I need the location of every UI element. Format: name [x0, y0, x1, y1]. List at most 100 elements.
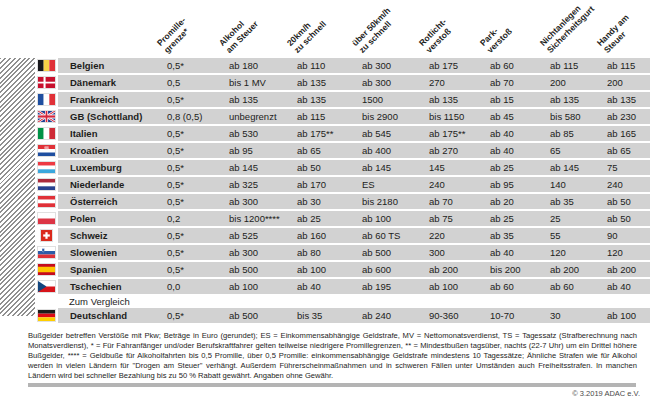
cell-handy-am-steuer: ab 115	[601, 60, 650, 71]
cell-sicherheitsgurt: ab 115	[544, 60, 601, 71]
cell-handy-am-steuer: 240	[601, 179, 650, 190]
hazard-stripes-decoration	[0, 58, 35, 316]
cell-alkohol-am-steuer: bis 1 MV	[223, 77, 291, 88]
cell-parkverstoss: 10-70	[484, 310, 544, 321]
footer-divider	[28, 383, 636, 387]
country-name: Deutschland	[58, 310, 161, 321]
cell-alkohol-am-steuer: unbegrenzt	[223, 111, 291, 122]
cell-ueber-50kmh-zu-schnell: bis 2180	[356, 196, 423, 207]
cell-promillegrenze: 0,5*	[161, 310, 223, 321]
flag-de-icon	[38, 310, 55, 321]
table-row: Frankreich0,5*ab 135ab 1351500ab 135ab 1…	[38, 92, 650, 107]
table-row: Polen0,2bis 1200****ab 25ab 100ab 75ab 2…	[38, 211, 650, 226]
cell-alkohol-am-steuer: ab 300	[223, 196, 291, 207]
country-name: Polen	[58, 213, 161, 224]
column-header-20kmh-zu-schnell: 20km/hzu schnell	[286, 13, 328, 55]
cell-parkverstoss: ab 95	[484, 179, 544, 190]
cell-parkverstoss: ab 70	[484, 77, 544, 88]
column-header-handy-am-steuer: Handy amSteuer	[596, 13, 638, 55]
cell-sicherheitsgurt: 65	[544, 145, 601, 156]
flag-at-icon	[38, 196, 55, 207]
flag-fr-icon	[38, 94, 55, 105]
flag-it-icon	[38, 128, 55, 139]
flag-dk-icon	[38, 77, 55, 88]
flag-si-icon	[38, 247, 55, 258]
country-name: Schweiz	[58, 230, 161, 241]
cell-rotlichtverstoss: 300	[423, 247, 484, 258]
cell-parkverstoss: bis 200	[484, 264, 544, 275]
flag-es-icon	[38, 264, 55, 275]
cell-promillegrenze: 0,5*	[161, 162, 223, 173]
cell-parkverstoss: ab 25	[484, 162, 544, 173]
cell-promillegrenze: 0,5*	[161, 94, 223, 105]
table-row: Belgien0,5*ab 180ab 110ab 300ab 175ab 60…	[38, 58, 650, 73]
cell-sicherheitsgurt: 25	[544, 213, 601, 224]
cell-handy-am-steuer: ab 135	[601, 94, 650, 105]
cell-rotlichtverstoss: ab 200	[423, 264, 484, 275]
cell-promillegrenze: 0,5*	[161, 60, 223, 71]
cell-sicherheitsgurt: ab 60	[544, 281, 601, 292]
flag-gb-icon	[38, 111, 55, 122]
flag-ch-icon	[38, 230, 55, 241]
cell-20kmh-zu-schnell: ab 170	[291, 179, 356, 190]
table-row: Spanien0,5*ab 500ab 100ab 600ab 200bis 2…	[38, 262, 650, 277]
table-row: Schweiz0,5*ab 525ab 160ab 60 TS220ab 355…	[38, 228, 650, 243]
country-name: Österreich	[58, 196, 161, 207]
cell-ueber-50kmh-zu-schnell: ab 100	[356, 213, 423, 224]
cell-handy-am-steuer: ab 50	[601, 213, 650, 224]
cell-parkverstoss: ab 25	[484, 213, 544, 224]
flag-pl-icon	[38, 213, 55, 224]
cell-20kmh-zu-schnell: ab 160	[291, 230, 356, 241]
cell-20kmh-zu-schnell: ab 135	[291, 94, 356, 105]
country-name: Spanien	[58, 264, 161, 275]
cell-20kmh-zu-schnell: ab 135	[291, 77, 356, 88]
cell-20kmh-zu-schnell: ab 50	[291, 162, 356, 173]
table-row: Niederlande0,5*ab 325ab 170ES240ab 95140…	[38, 177, 650, 192]
flag-hr-icon	[38, 145, 55, 156]
cell-20kmh-zu-schnell: ab 65	[291, 145, 356, 156]
cell-20kmh-zu-schnell: ab 80	[291, 247, 356, 258]
cell-sicherheitsgurt: 200	[544, 77, 601, 88]
cell-handy-am-steuer: ab 50	[601, 196, 650, 207]
cell-alkohol-am-steuer: ab 530	[223, 128, 291, 139]
cell-rotlichtverstoss: ab 175	[423, 60, 484, 71]
cell-handy-am-steuer: 120	[601, 247, 650, 258]
cell-rotlichtverstoss: ab 75	[423, 213, 484, 224]
cell-20kmh-zu-schnell: ab 25	[291, 213, 356, 224]
cell-ueber-50kmh-zu-schnell: ab 400	[356, 145, 423, 156]
cell-20kmh-zu-schnell: ab 175**	[291, 128, 356, 139]
column-header-ueber-50kmh-zu-schnell: über 50km/hzu schnell	[351, 6, 400, 55]
table-row: Luxemburg0,5*ab 145ab 50ab 145145ab 25ab…	[38, 160, 650, 175]
cell-promillegrenze: 0,5*	[161, 128, 223, 139]
column-header-rotlichtverstoss: Rotlicht-verstoß	[418, 17, 456, 55]
cell-ueber-50kmh-zu-schnell: 1500	[356, 94, 423, 105]
cell-sicherheitsgurt: ab 85	[544, 128, 601, 139]
cell-alkohol-am-steuer: ab 325	[223, 179, 291, 190]
cell-sicherheitsgurt: ab 135	[544, 94, 601, 105]
column-header-sicherheitsgurt: NichtanlegenSicherheitsgurt	[539, 0, 597, 55]
cell-promillegrenze: 0,8 (0,5)	[161, 111, 223, 122]
country-name: Slowenien	[58, 247, 161, 258]
cell-parkverstoss: ab 40	[484, 128, 544, 139]
cell-promillegrenze: 0,0	[161, 281, 223, 292]
cell-alkohol-am-steuer: ab 145	[223, 162, 291, 173]
cell-promillegrenze: 0,5*	[161, 179, 223, 190]
cell-parkverstoss: ab 40	[484, 145, 544, 156]
cell-alkohol-am-steuer: ab 500	[223, 264, 291, 275]
cell-rotlichtverstoss: ab 135	[423, 94, 484, 105]
cell-rotlichtverstoss: 240	[423, 179, 484, 190]
cell-handy-am-steuer: ab 165	[601, 128, 650, 139]
cell-20kmh-zu-schnell: ab 110	[291, 60, 356, 71]
cell-rotlichtverstoss: 145	[423, 162, 484, 173]
cell-sicherheitsgurt: ab 35	[544, 196, 601, 207]
column-header-promillegrenze: Promille-grenze*	[156, 16, 195, 55]
cell-handy-am-steuer: 75	[601, 162, 650, 173]
cell-promillegrenze: 0,5*	[161, 264, 223, 275]
cell-rotlichtverstoss: 90-360	[423, 310, 484, 321]
cell-parkverstoss: ab 15	[484, 94, 544, 105]
cell-alkohol-am-steuer: bis 1200****	[223, 213, 291, 224]
cell-sicherheitsgurt: bis 580	[544, 111, 601, 122]
cell-handy-am-steuer: 200	[601, 77, 650, 88]
table-row: GB (Schottland)0,8 (0,5)unbegrenztab 115…	[38, 109, 650, 124]
country-name: Italien	[58, 128, 161, 139]
